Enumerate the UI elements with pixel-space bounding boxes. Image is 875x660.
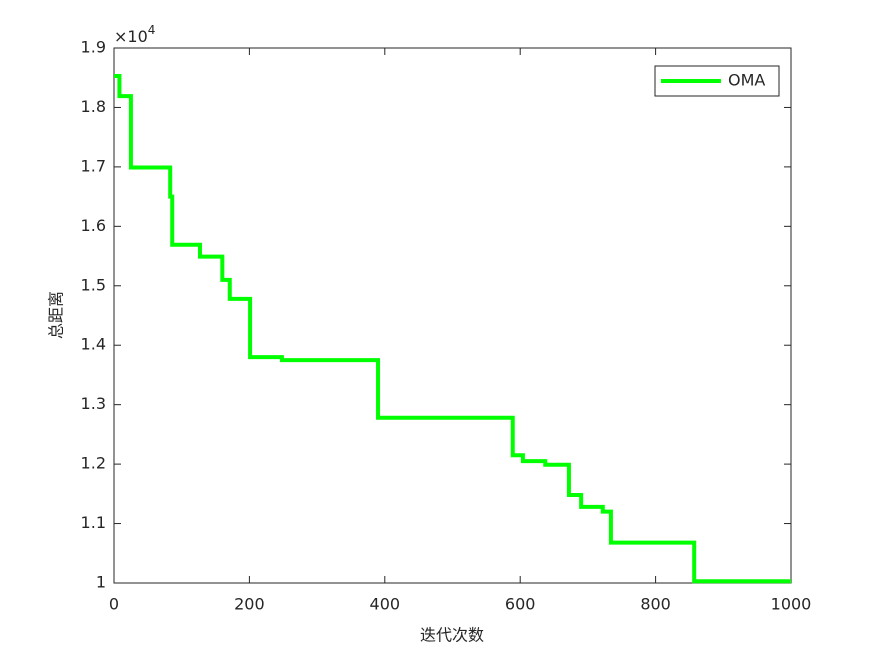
y-multiplier: ×104 <box>114 23 155 46</box>
y-tick-label: 1.2 <box>81 454 106 473</box>
y-tick-label: 1.8 <box>81 97 106 116</box>
x-tick-label: 800 <box>640 595 671 614</box>
data-line <box>114 73 791 584</box>
y-tick-label: 1.7 <box>81 156 106 175</box>
y-tick-label: 1.4 <box>81 335 106 354</box>
legend-label: OMA <box>728 71 765 90</box>
y-tick-label: 1 <box>96 573 106 592</box>
x-axis-label: 迭代次数 <box>420 626 484 645</box>
y-tick-label: 1.1 <box>81 513 106 532</box>
y-tick-label: 1.5 <box>81 275 106 294</box>
multiplier-base: ×10 <box>114 27 148 46</box>
x-tick-label: 600 <box>505 595 536 614</box>
y-tick-label: 1.3 <box>81 394 106 413</box>
x-tick-label: 0 <box>109 595 119 614</box>
y-axis-label: 总距离 <box>47 291 66 339</box>
y-tick-label: 1.9 <box>81 38 106 57</box>
x-tick-label: 200 <box>234 595 265 614</box>
axes-box <box>113 47 792 584</box>
x-tick-label: 400 <box>370 595 401 614</box>
y-tick-label: 1.6 <box>81 216 106 235</box>
multiplier-exponent: 4 <box>148 23 156 37</box>
x-tick-label: 1000 <box>771 595 812 614</box>
